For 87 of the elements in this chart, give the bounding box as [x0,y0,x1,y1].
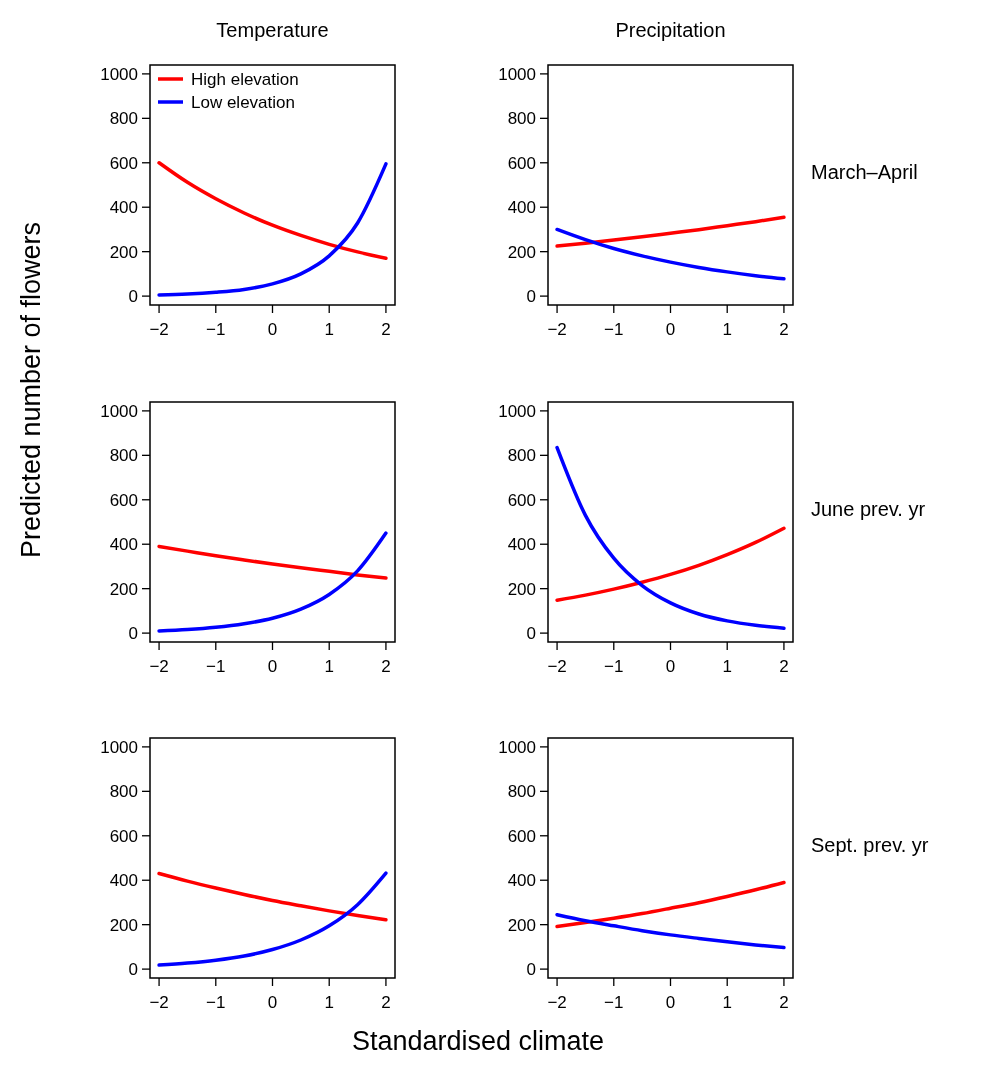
y-tick-label: 800 [109,446,138,466]
line-series [157,531,388,633]
y-tick-label: 0 [128,624,138,644]
y-tick-label: 200 [109,242,138,262]
line-series [555,215,786,248]
y-tick-label: 0 [526,960,536,980]
x-tick-label: −2 [149,657,169,676]
y-tick-label: 1000 [100,401,138,421]
x-tick-label: −2 [547,993,567,1012]
y-tick-label: 800 [507,446,536,466]
y-tick-label: 600 [109,490,138,510]
y-axis-title: Predicted number of flowers [16,221,46,559]
legend-label: Low elevation [191,92,295,112]
y-tick-label: 600 [507,826,536,846]
y-tick-label: 200 [109,915,138,935]
x-tick-label: 1 [722,657,732,676]
y-tick-label: 1000 [498,401,536,421]
x-tick-label: −2 [547,320,567,339]
y-tick-label: 200 [507,242,536,262]
x-tick-label: −1 [604,320,624,339]
y-tick-label: 600 [507,153,536,173]
y-tick-label: 200 [507,579,536,599]
x-tick-label: 0 [267,993,278,1012]
line-series [555,227,786,281]
y-tick-label: 0 [128,287,138,307]
y-tick-label: 800 [507,109,536,129]
line-series [157,161,388,261]
y-tick-label: 1000 [100,737,138,757]
x-tick-label: 1 [722,320,732,339]
x-tick-label: 0 [665,993,676,1012]
x-tick-label: 1 [324,657,334,676]
chart-title: Temperature [216,19,329,41]
text: Sept. prev. yr [811,834,929,856]
y-tick-label: 600 [507,490,536,510]
x-tick-label: −1 [206,993,226,1012]
y-tick-label: 800 [507,782,536,802]
text: March–April [811,161,918,183]
x-tick-label: 2 [779,320,789,339]
x-tick-label: −1 [206,320,226,339]
x-tick-label: 1 [722,993,732,1012]
x-tick-label: 2 [381,320,391,339]
y-tick-label: 0 [526,287,536,307]
y-tick-label: 1000 [498,64,536,84]
y-tick-label: 400 [109,871,138,891]
x-tick-label: 0 [665,657,676,676]
y-tick-label: 200 [507,915,536,935]
x-tick-label: 0 [267,657,278,676]
x-tick-label: 1 [324,320,334,339]
x-tick-label: 1 [324,993,334,1012]
line-series [555,445,786,630]
y-tick-label: 1000 [100,64,138,84]
line-series [555,912,786,950]
x-tick-label: 2 [779,993,789,1012]
y-tick-label: 600 [109,826,138,846]
x-tick-label: 2 [779,657,789,676]
y-tick-label: 1000 [498,737,536,757]
line-series [157,544,388,580]
line-series [555,526,786,602]
x-tick-label: 0 [665,320,676,339]
x-tick-label: −1 [206,657,226,676]
line-series [157,871,388,922]
y-tick-label: 800 [109,782,138,802]
y-tick-label: 200 [109,579,138,599]
y-tick-label: 800 [109,109,138,129]
x-tick-label: −2 [547,657,567,676]
x-tick-label: 2 [381,993,391,1012]
x-tick-label: −1 [604,657,624,676]
text: June prev. yr [811,498,926,520]
line-series [157,871,388,967]
line-series [157,162,388,297]
y-tick-label: 600 [109,153,138,173]
x-tick-label: 2 [381,657,391,676]
y-tick-label: 0 [128,960,138,980]
line-series [555,880,786,929]
y-tick-label: 0 [526,624,536,644]
legend-label: High elevation [191,69,299,89]
x-tick-label: −1 [604,993,624,1012]
chart-title: Precipitation [615,19,726,41]
y-tick-label: 400 [507,871,536,891]
x-axis-title: Standardised climate [351,1026,605,1056]
y-tick-label: 400 [109,198,138,218]
y-tick-label: 400 [507,198,536,218]
x-tick-label: 0 [267,320,278,339]
y-tick-label: 400 [109,535,138,555]
x-tick-label: −2 [149,320,169,339]
x-tick-label: −2 [149,993,169,1012]
y-tick-label: 400 [507,535,536,555]
